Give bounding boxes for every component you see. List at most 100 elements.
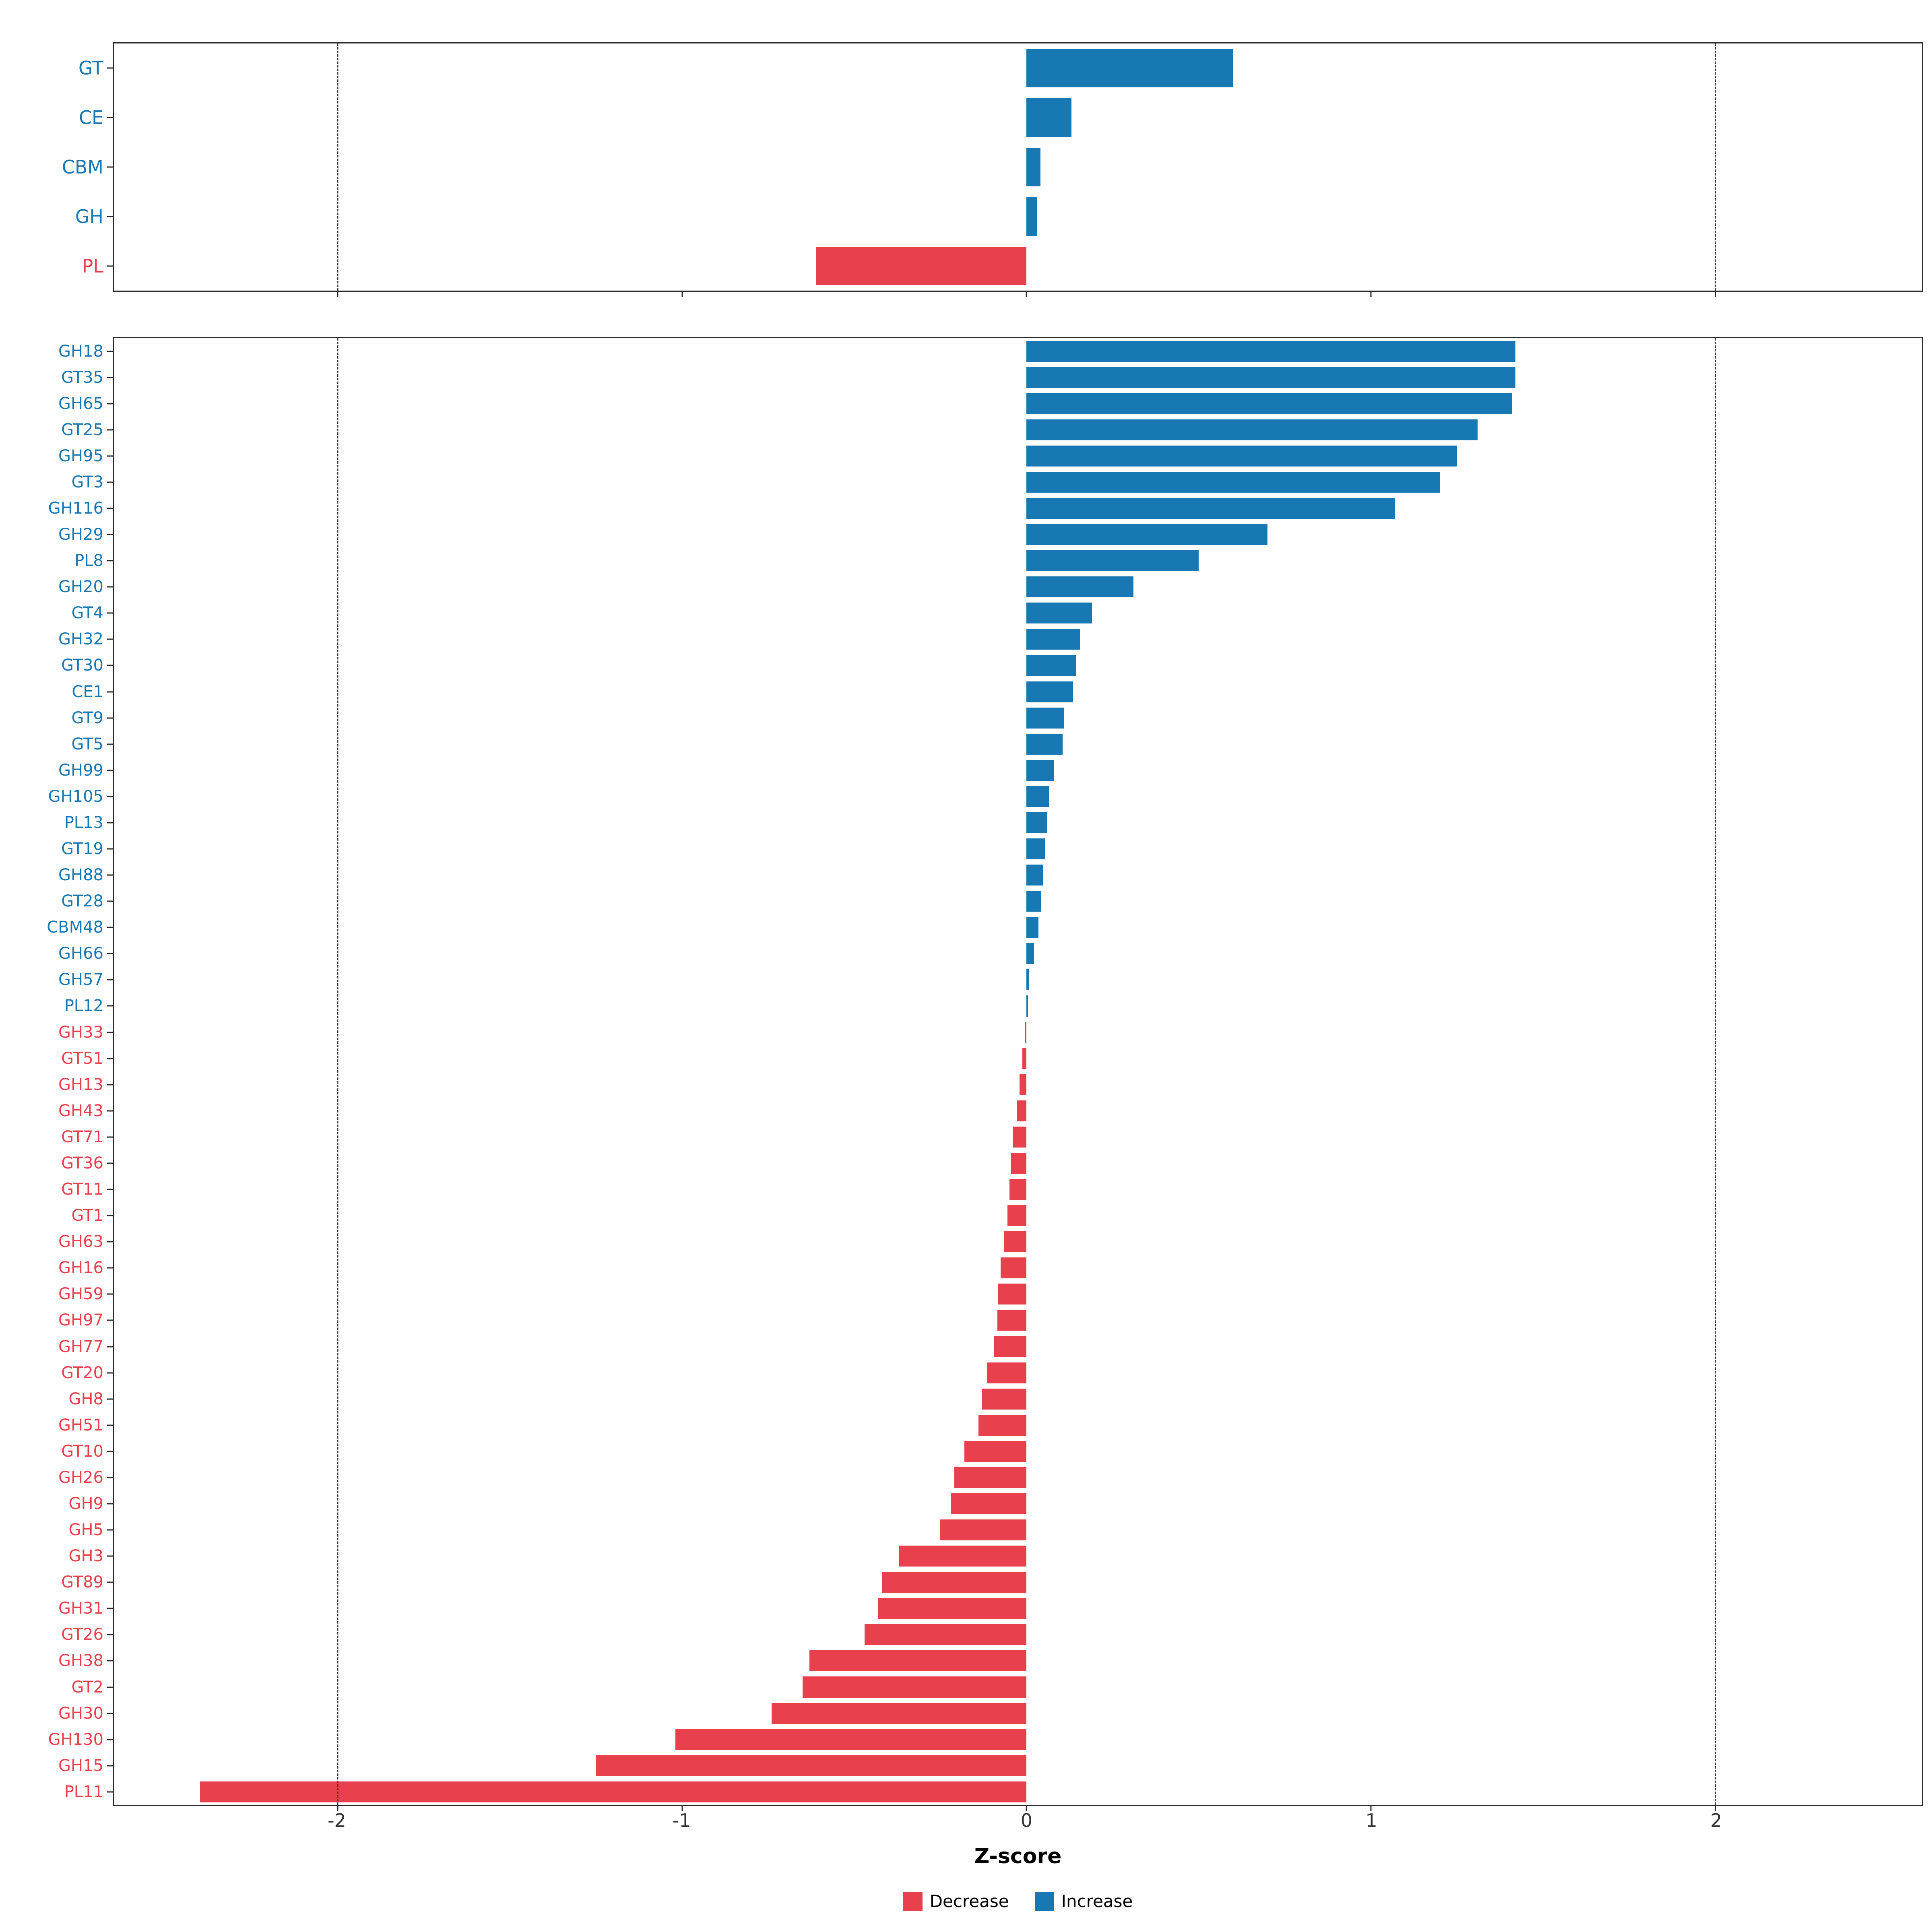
decrease-bar (899, 1546, 1027, 1567)
increase-bar (1026, 341, 1516, 362)
x-axis-tick (681, 1805, 683, 1811)
increase-bar (1026, 865, 1043, 886)
y-axis-tick (107, 1319, 113, 1321)
increase-bar (1026, 524, 1268, 545)
category-label: GH (75, 205, 103, 227)
increase-bar (1026, 760, 1054, 781)
category-label: GT (78, 57, 103, 79)
category-label: GH18 (58, 342, 103, 361)
increase-bar (1026, 812, 1047, 833)
bar-row: GH88 (58, 862, 1922, 888)
reference-line (1715, 338, 1716, 1805)
increase-bar (1026, 603, 1092, 624)
y-axis-tick (107, 1136, 113, 1138)
bar-row: GH3 (68, 1543, 1922, 1569)
bar-row: GH32 (58, 626, 1922, 652)
bar-row: GH43 (58, 1098, 1922, 1124)
increase-bar (1026, 419, 1478, 440)
y-axis-tick (107, 1372, 113, 1374)
decrease-bar (998, 1284, 1027, 1305)
bar-row: GH15 (58, 1752, 1922, 1779)
y-axis-tick (107, 874, 113, 876)
y-axis-tick (107, 1398, 113, 1400)
bar-row: GH105 (48, 783, 1922, 809)
bar-row: GH66 (58, 941, 1922, 967)
x-axis-tick (681, 291, 683, 297)
y-axis-tick (107, 1477, 113, 1478)
y-axis-tick (107, 403, 113, 405)
category-label: GH8 (68, 1389, 103, 1408)
y-axis-tick (107, 216, 113, 217)
increase-bar (1026, 655, 1077, 676)
bar-row: PL (82, 241, 1922, 291)
x-axis-tick-label: 1 (1365, 1810, 1377, 1831)
panel-family-summary: GT CE CBM GH PL (62, 42, 1923, 297)
bar-row: GT5 (72, 731, 1922, 757)
category-label: GH95 (58, 446, 103, 465)
y-axis-tick (107, 1739, 113, 1740)
category-label: GT3 (71, 473, 103, 491)
legend-item-decrease: Decrease (903, 1892, 1009, 1911)
category-label: GH43 (58, 1101, 103, 1120)
bar-row: GT51 (61, 1045, 1922, 1071)
bar-row: GH16 (58, 1255, 1922, 1281)
category-label: GT71 (61, 1127, 103, 1146)
y-axis-tick (107, 717, 113, 719)
decrease-bar (1007, 1205, 1027, 1226)
legend-swatch-increase (1034, 1892, 1054, 1911)
bar-row: PL13 (64, 809, 1922, 836)
y-axis-tick (107, 1791, 113, 1793)
y-axis-tick (107, 455, 113, 457)
category-label: GT2 (71, 1678, 103, 1697)
category-label: GH66 (58, 944, 103, 963)
increase-bar (1026, 733, 1063, 755)
bar-row: GH116 (48, 495, 1922, 521)
decrease-bar (865, 1624, 1027, 1645)
y-axis-tick (107, 900, 113, 902)
y-axis-tick (107, 351, 113, 352)
decrease-bar (1020, 1074, 1027, 1095)
decrease-bar (882, 1572, 1027, 1593)
bar-row: GH59 (58, 1281, 1922, 1307)
decrease-bar (878, 1598, 1027, 1619)
decrease-bar (803, 1676, 1027, 1698)
bar-row: GT35 (61, 364, 1922, 390)
category-label: PL13 (64, 813, 103, 832)
bar-row: GH31 (58, 1596, 1922, 1622)
increase-bar (1026, 49, 1233, 88)
decrease-bar (997, 1310, 1027, 1331)
decrease-bar (809, 1650, 1027, 1672)
y-axis-tick (107, 1451, 113, 1452)
bar-row: CE (79, 93, 1922, 142)
bar-row: GH38 (58, 1648, 1922, 1674)
category-label: PL11 (64, 1782, 103, 1801)
y-axis-tick (107, 481, 113, 483)
y-axis-tick (107, 1529, 113, 1531)
category-label: GH30 (58, 1704, 103, 1723)
x-axis-tick (337, 1805, 339, 1811)
bar-row: PL8 (74, 548, 1922, 574)
y-axis-tick (107, 979, 113, 980)
category-label: GT89 (61, 1573, 103, 1592)
category-label: PL12 (64, 997, 103, 1016)
bar-row: GH29 (58, 522, 1922, 548)
bar-row: GH9 (68, 1490, 1922, 1517)
decrease-bar (772, 1703, 1027, 1724)
decrease-bar (1004, 1231, 1027, 1253)
decrease-bar (1013, 1126, 1027, 1148)
y-axis-tick (107, 927, 113, 928)
y-axis-tick (107, 1293, 113, 1295)
y-axis-tick (107, 953, 113, 954)
y-axis-tick (107, 166, 113, 168)
bar-row: GT19 (61, 836, 1922, 862)
panel-family-detail: GH18 GT35 GH65 GT25 GH95 GT3 GH116 GH29 PL8 GH20 G… (47, 337, 1923, 1811)
y-axis-tick (107, 638, 113, 640)
bar-row: GT9 (72, 705, 1922, 731)
increase-bar (1026, 197, 1037, 236)
reference-line (337, 338, 339, 1805)
category-label: GH88 (58, 866, 103, 885)
increase-bar (1026, 917, 1039, 938)
category-label: GH32 (58, 630, 103, 649)
decrease-bar (940, 1519, 1027, 1541)
